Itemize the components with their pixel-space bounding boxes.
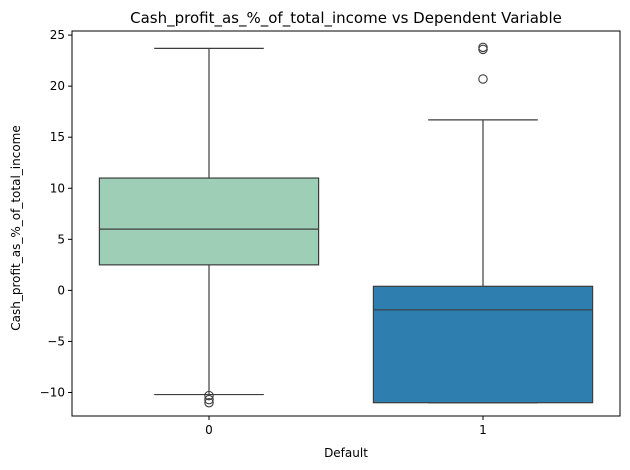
iqr-box [98, 177, 320, 266]
x-tick-label: 1 [479, 423, 487, 437]
y-tick-label: −10 [40, 386, 65, 400]
y-tick-label: 10 [50, 181, 65, 195]
chart-title: Cash_profit_as_%_of_total_income vs Depe… [130, 9, 562, 28]
outlier-point [478, 44, 488, 55]
box-group-0 [98, 47, 320, 408]
y-tick-label: 15 [50, 130, 65, 144]
y-axis-label: Cash_profit_as_%_of_total_income [9, 125, 23, 330]
plot-frame [71, 30, 621, 417]
iqr-box [372, 285, 594, 404]
y-axis: −10 −5 0 5 10 15 20 25 [40, 28, 72, 400]
plot-area [98, 42, 594, 408]
outlier-point [478, 42, 488, 53]
outlier-point [478, 74, 488, 84]
y-tick-label: 25 [50, 28, 65, 42]
y-tick-label: 20 [50, 79, 65, 93]
x-axis-label: Default [324, 446, 368, 460]
outlier-point [204, 390, 214, 401]
y-tick-label: 5 [57, 232, 65, 246]
y-tick-label: 0 [57, 283, 65, 297]
outlier-point [204, 397, 214, 408]
outlier-point [204, 394, 214, 405]
y-tick-label: −5 [47, 334, 65, 348]
box-group-1 [372, 42, 594, 404]
x-tick-label: 0 [205, 423, 213, 437]
